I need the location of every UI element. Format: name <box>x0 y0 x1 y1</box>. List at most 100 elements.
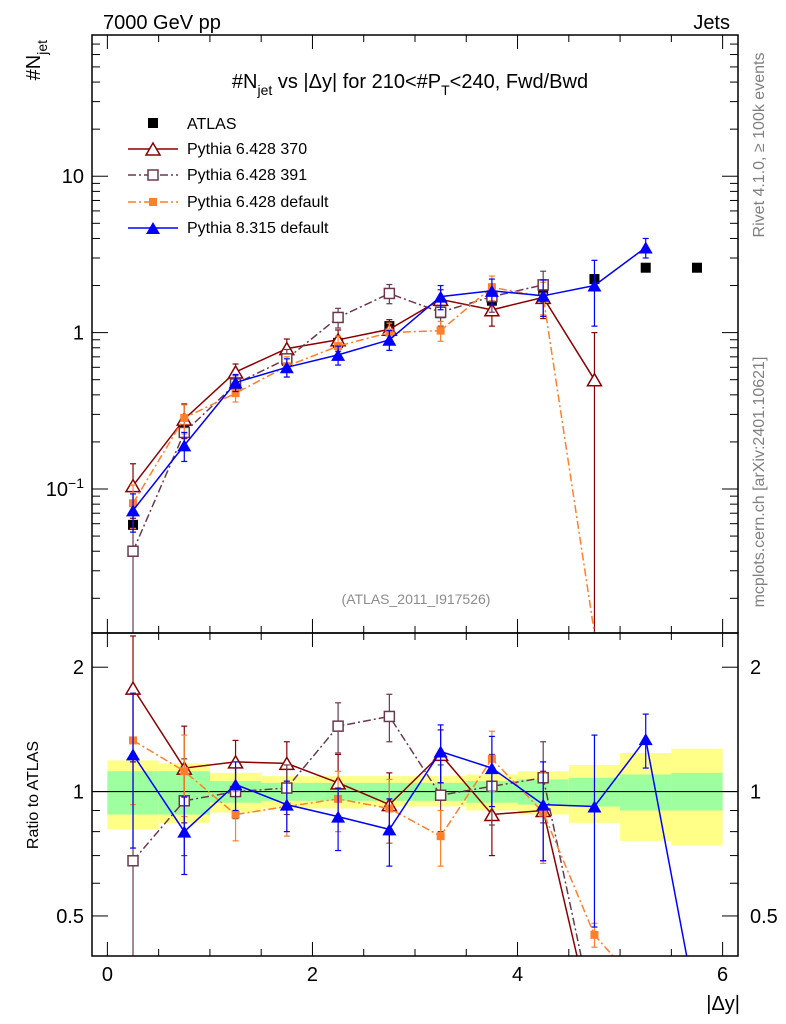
ratio-ytick-label-right-2: 2 <box>750 657 761 679</box>
title-sub-2: T <box>441 82 450 98</box>
main-s4-point-3 <box>279 361 294 374</box>
main-s0-point-10 <box>640 262 651 273</box>
main-ylabel-text: #N <box>23 55 45 81</box>
main-s4-err-9 <box>591 259 598 327</box>
ratio-data-layer <box>124 635 688 956</box>
main-s4-point-6 <box>433 290 448 303</box>
title-sub-1: jet <box>256 82 272 98</box>
main-ylabel: #Njet <box>23 40 50 80</box>
ratio-s3-err-8 <box>540 761 547 862</box>
main-s1-point-9 <box>586 372 603 387</box>
legend-entry-p6-default: Pythia 6.428 default <box>128 194 329 211</box>
main-s4-point-8 <box>536 289 551 302</box>
ratio-s3-point-10 <box>638 733 653 746</box>
ratio-xlabel: |Δy| <box>706 993 740 1015</box>
ratio-s3-point-8 <box>536 798 551 811</box>
ratio-axes: 0 2 4 6 0.5 0.5 1 1 2 2 <box>56 633 778 986</box>
main-s2-point-4 <box>332 311 344 324</box>
rivet-label: Rivet 4.1.0, ≥ 100k events <box>751 53 768 238</box>
ratio-s1-point-6 <box>434 789 447 801</box>
main-s4-point-4 <box>331 348 346 361</box>
ratio-s3-point-0 <box>126 748 141 761</box>
ratio-ytick-label-right-0: 0.5 <box>750 906 778 928</box>
main-s3-point-2 <box>231 389 240 398</box>
main-s4-point-10 <box>638 241 653 254</box>
ratio-s3-point-2 <box>228 778 243 791</box>
ratio-s3-err-9 <box>591 734 598 928</box>
main-s4-point-7 <box>484 284 499 297</box>
legend-label-p6-default: Pythia 6.428 default <box>187 194 329 211</box>
main-s3-point-1 <box>180 413 189 422</box>
chart-title: #Njet vs |Δy| for 210<#PT<240, Fwd/Bwd <box>232 71 588 98</box>
title-part-3: <240, Fwd/Bwd <box>450 71 588 93</box>
ratio-series-group <box>124 635 688 956</box>
main-s4-point-2 <box>228 376 243 389</box>
main-data-layer <box>124 237 702 633</box>
ratio-s3-point-4 <box>331 810 346 823</box>
ratio-s3-point-7 <box>484 762 499 775</box>
ratio-xtick-label-2: 4 <box>512 964 523 986</box>
main-s1 <box>124 280 603 633</box>
ratio-s2-point-9 <box>590 930 599 939</box>
legend-entry-p8-default: Pythia 8.315 default <box>128 220 329 237</box>
main-ytick-label-0: 10−1 <box>46 475 84 501</box>
legend-marker-p8-default <box>146 222 160 234</box>
header-right: Jets <box>693 12 730 34</box>
legend-label-p6-370: Pythia 6.428 370 <box>187 141 307 158</box>
main-s4-point-9 <box>587 279 602 292</box>
ratio-s2-point-1 <box>180 767 189 776</box>
legend-label-atlas: ATLAS <box>187 116 237 133</box>
ratio-s1 <box>127 693 582 956</box>
legend-marker-p6-391 <box>147 169 159 181</box>
main-s3-line <box>132 286 596 633</box>
ratio-xtick-label-0: 0 <box>102 964 113 986</box>
ratio-xtick-label-3: 6 <box>717 964 728 986</box>
legend-marker-p6-default <box>149 198 157 206</box>
main-s2-point-5 <box>383 287 396 300</box>
ratio-s1-line <box>132 715 582 956</box>
title-part-1: #N <box>232 71 258 93</box>
legend-marker-atlas <box>148 118 158 128</box>
ratio-ytick-label-left-0: 0.5 <box>56 906 84 928</box>
main-s3 <box>129 275 596 633</box>
header-left: 7000 GeV pp <box>103 12 221 34</box>
main-s0-point-11 <box>691 262 702 273</box>
legend-label-p8-default: Pythia 8.315 default <box>187 220 329 237</box>
main-s4-point-1 <box>177 439 192 452</box>
ratio-ylabel: Ratio to ATLAS <box>25 741 42 849</box>
ratio-s0-line <box>132 687 578 956</box>
ratio-s3-err-0 <box>130 692 137 849</box>
ratio-panel: 0 2 4 6 0.5 0.5 1 1 2 2 Ratio to ATLAS |Δy| <box>25 632 778 1015</box>
legend-label-p6-391: Pythia 6.428 391 <box>187 167 307 184</box>
legend-entry-atlas: ATLAS <box>148 116 237 133</box>
ratio-s3-point-6 <box>433 745 448 758</box>
main-s2-point-0 <box>127 545 139 557</box>
main-ytick-label-2: 10 <box>62 166 84 188</box>
ratio-ytick-label-left-1: 1 <box>73 782 84 804</box>
ratio-s2-point-6 <box>436 832 445 841</box>
ratio-s2-point-2 <box>231 810 240 819</box>
mcplots-label: mcplots.cern.ch [arXiv:2401.10621] <box>751 357 768 608</box>
main-ytick-label-1: 1 <box>73 323 84 345</box>
ratio-s1-point-0 <box>127 855 139 867</box>
ratio-xtick-label-1: 2 <box>307 964 318 986</box>
main-s4 <box>126 237 653 533</box>
main-s4-point-5 <box>382 333 397 346</box>
main-s3-point-6 <box>436 326 445 335</box>
main-ytick-exp: −1 <box>68 475 84 491</box>
main-series-group <box>124 237 702 633</box>
ratio-s0-point-0 <box>124 680 142 695</box>
ratio-s3-point-1 <box>177 825 192 838</box>
main-s1-line <box>132 296 596 487</box>
ratio-s3-point-9 <box>587 800 602 813</box>
title-part-2: vs |Δy| for 210<#P <box>272 71 441 93</box>
main-ytick-base: 10 <box>46 479 68 501</box>
ratio-s3-point-3 <box>279 798 294 811</box>
ratio-ytick-label-right-1: 1 <box>750 782 761 804</box>
ratio-s1-point-5 <box>383 710 396 723</box>
ratio-ytick-label-left-2: 2 <box>73 657 84 679</box>
legend: ATLAS Pythia 6.428 370 Pythia 6.428 391 … <box>128 116 329 237</box>
